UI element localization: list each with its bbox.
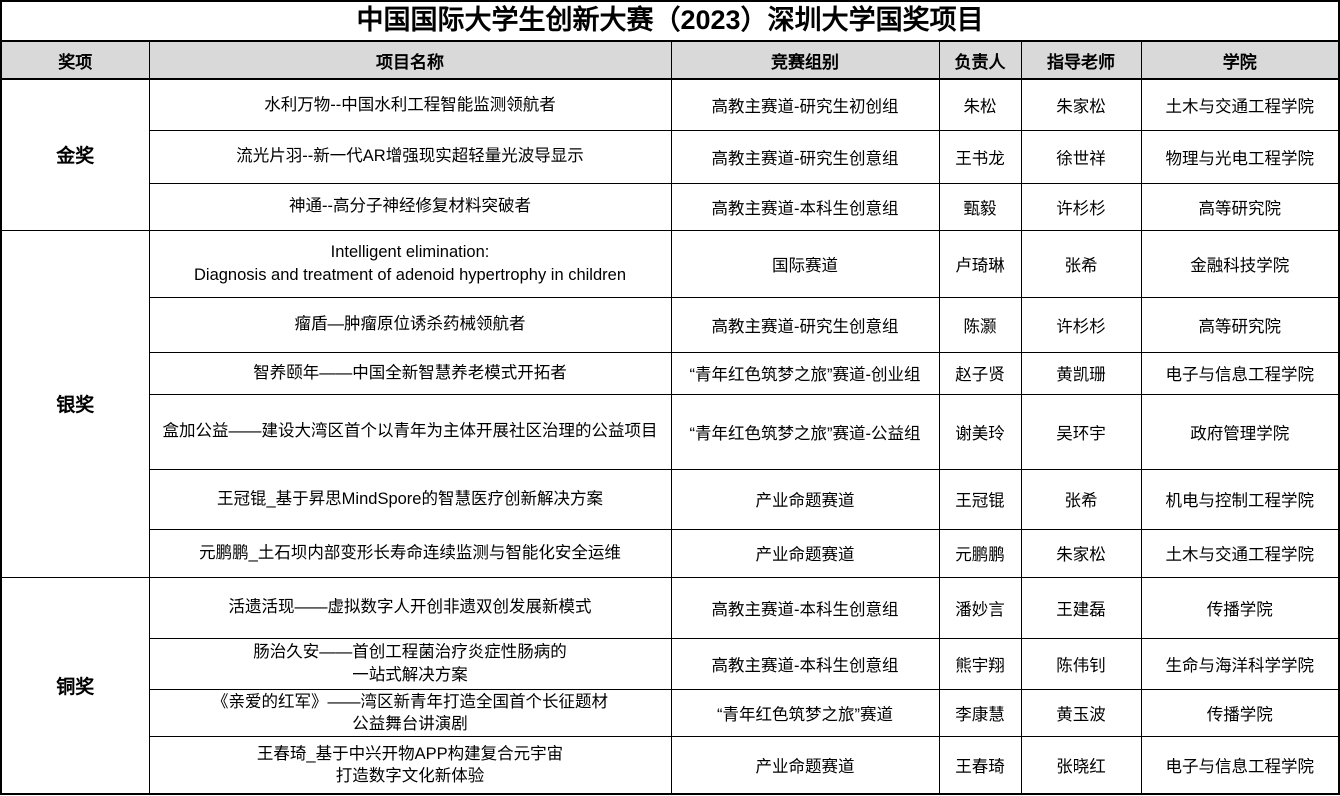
column-header-project: 项目名称 — [148, 40, 672, 80]
table-row: 《亲爱的红军》——湾区新青年打造全国首个长征题材 公益舞台讲演剧 “青年红色筑梦… — [1, 688, 1340, 738]
leader-cell: 卢琦琳 — [938, 229, 1022, 298]
teacher-cell: 朱家松 — [1020, 528, 1142, 578]
column-header-college: 学院 — [1140, 40, 1340, 80]
table-row: 肠治久安——首创工程菌治疗炎症性肠病的 一站式解决方案 高教主赛道-本科生创意组… — [1, 637, 1340, 690]
table-row: 王冠锟_基于昇思MindSpore的智慧医疗创新解决方案 产业命题赛道 王冠锟 … — [1, 468, 1340, 530]
college-cell: 机电与控制工程学院 — [1140, 468, 1340, 530]
college-cell: 传播学院 — [1140, 576, 1340, 639]
table-row: 王春琦_基于中兴开物APP构建复合元宇宙 打造数字文化新体验 产业命题赛道 王春… — [1, 736, 1340, 795]
leader-cell: 朱松 — [938, 78, 1022, 131]
college-cell: 物理与光电工程学院 — [1140, 129, 1340, 184]
group-cell: 高教主赛道-研究生初创组 — [670, 78, 940, 131]
teacher-cell: 徐世祥 — [1020, 129, 1142, 184]
teacher-cell: 陈伟钊 — [1020, 637, 1142, 690]
project-cell: 活遗活现——虚拟数字人开创非遗双创发展新模式 — [148, 576, 672, 639]
page-title: 中国国际大学生创新大赛（2023）深圳大学国奖项目 — [1, 1, 1340, 42]
teacher-cell: 朱家松 — [1020, 78, 1142, 131]
teacher-cell: 许杉杉 — [1020, 182, 1142, 231]
group-cell: “青年红色筑梦之旅”赛道-创业组 — [670, 351, 940, 395]
project-cell: 王春琦_基于中兴开物APP构建复合元宇宙 打造数字文化新体验 — [148, 736, 672, 795]
project-cell: 智养颐年——中国全新智慧养老模式开拓者 — [148, 351, 672, 395]
teacher-cell: 吴环宇 — [1020, 393, 1142, 470]
group-cell: 高教主赛道-研究生创意组 — [670, 296, 940, 353]
group-cell: 高教主赛道-本科生创意组 — [670, 182, 940, 231]
title-row: 中国国际大学生创新大赛（2023）深圳大学国奖项目 — [1, 1, 1340, 42]
project-cell: 《亲爱的红军》——湾区新青年打造全国首个长征题材 公益舞台讲演剧 — [148, 688, 672, 738]
teacher-cell: 王建磊 — [1020, 576, 1142, 639]
table-row: 瘤盾—肿瘤原位诱杀药械领航者 高教主赛道-研究生创意组 陈灏 许杉杉 高等研究院 — [1, 296, 1340, 353]
project-cell: 王冠锟_基于昇思MindSpore的智慧医疗创新解决方案 — [148, 468, 672, 530]
award-cell-bronze: 铜奖 — [0, 576, 150, 795]
college-cell: 生命与海洋科学学院 — [1140, 637, 1340, 690]
leader-cell: 潘妙言 — [938, 576, 1022, 639]
project-cell: 神通--高分子神经修复材料突破者 — [148, 182, 672, 231]
group-cell: 高教主赛道-本科生创意组 — [670, 576, 940, 639]
leader-cell: 李康慧 — [938, 688, 1022, 738]
project-cell: 盒加公益——建设大湾区首个以青年为主体开展社区治理的公益项目 — [148, 393, 672, 470]
leader-cell: 王冠锟 — [938, 468, 1022, 530]
table-row: 神通--高分子神经修复材料突破者 高教主赛道-本科生创意组 甄毅 许杉杉 高等研… — [1, 182, 1340, 231]
group-cell: “青年红色筑梦之旅”赛道 — [670, 688, 940, 738]
project-cell: 流光片羽--新一代AR增强现实超轻量光波导显示 — [148, 129, 672, 184]
group-cell: 高教主赛道-本科生创意组 — [670, 637, 940, 690]
table-row: 流光片羽--新一代AR增强现实超轻量光波导显示 高教主赛道-研究生创意组 王书龙… — [1, 129, 1340, 184]
leader-cell: 元鹏鹏 — [938, 528, 1022, 578]
group-cell: 高教主赛道-研究生创意组 — [670, 129, 940, 184]
project-cell: 肠治久安——首创工程菌治疗炎症性肠病的 一站式解决方案 — [148, 637, 672, 690]
teacher-cell: 许杉杉 — [1020, 296, 1142, 353]
group-cell: 产业命题赛道 — [670, 468, 940, 530]
project-cell: 瘤盾—肿瘤原位诱杀药械领航者 — [148, 296, 672, 353]
table-row: 元鹏鹏_土石坝内部变形长寿命连续监测与智能化安全运维 产业命题赛道 元鹏鹏 朱家… — [1, 528, 1340, 578]
teacher-cell: 黄玉波 — [1020, 688, 1142, 738]
award-cell-silver: 银奖 — [0, 229, 150, 578]
header-row: 奖项 项目名称 竞赛组别 负责人 指导老师 学院 — [0, 40, 1340, 80]
group-cell: “青年红色筑梦之旅”赛道-公益组 — [670, 393, 940, 470]
teacher-cell: 张希 — [1020, 468, 1142, 530]
column-header-leader: 负责人 — [938, 40, 1022, 80]
leader-cell: 赵子贤 — [938, 351, 1022, 395]
college-cell: 土木与交通工程学院 — [1140, 528, 1340, 578]
college-cell: 高等研究院 — [1140, 182, 1340, 231]
table-row: 智养颐年——中国全新智慧养老模式开拓者 “青年红色筑梦之旅”赛道-创业组 赵子贤… — [1, 351, 1340, 395]
project-cell: Intelligent elimination: Diagnosis and t… — [148, 229, 672, 298]
group-cell: 产业命题赛道 — [670, 736, 940, 795]
table-row: 银奖 Intelligent elimination: Diagnosis an… — [0, 229, 1340, 578]
college-cell: 土木与交通工程学院 — [1140, 78, 1340, 131]
leader-cell: 王春琦 — [938, 736, 1022, 795]
column-header-award: 奖项 — [0, 40, 150, 80]
leader-cell: 陈灏 — [938, 296, 1022, 353]
table-row: 盒加公益——建设大湾区首个以青年为主体开展社区治理的公益项目 “青年红色筑梦之旅… — [1, 393, 1340, 470]
group-cell: 产业命题赛道 — [670, 528, 940, 578]
column-header-teacher: 指导老师 — [1020, 40, 1142, 80]
column-header-group: 竞赛组别 — [670, 40, 940, 80]
teacher-cell: 黄凯珊 — [1020, 351, 1142, 395]
teacher-cell: 张希 — [1020, 229, 1142, 298]
college-cell: 政府管理学院 — [1140, 393, 1340, 470]
college-cell: 电子与信息工程学院 — [1140, 736, 1340, 795]
project-cell: 水利万物--中国水利工程智能监测领航者 — [148, 78, 672, 131]
college-cell: 传播学院 — [1140, 688, 1340, 738]
college-cell: 高等研究院 — [1140, 296, 1340, 353]
group-cell: 国际赛道 — [670, 229, 940, 298]
leader-cell: 谢美玲 — [938, 393, 1022, 470]
table-row: 铜奖 活遗活现——虚拟数字人开创非遗双创发展新模式 高教主赛道-本科生创意组 潘… — [0, 576, 1340, 795]
project-cell: 元鹏鹏_土石坝内部变形长寿命连续监测与智能化安全运维 — [148, 528, 672, 578]
leader-cell: 王书龙 — [938, 129, 1022, 184]
college-cell: 电子与信息工程学院 — [1140, 351, 1340, 395]
college-cell: 金融科技学院 — [1140, 229, 1340, 298]
teacher-cell: 张晓红 — [1020, 736, 1142, 795]
table-row: 金奖 水利万物--中国水利工程智能监测领航者 高教主赛道-研究生初创组 朱松 朱… — [0, 78, 1340, 231]
leader-cell: 甄毅 — [938, 182, 1022, 231]
leader-cell: 熊宇翔 — [938, 637, 1022, 690]
award-cell-gold: 金奖 — [0, 78, 150, 231]
